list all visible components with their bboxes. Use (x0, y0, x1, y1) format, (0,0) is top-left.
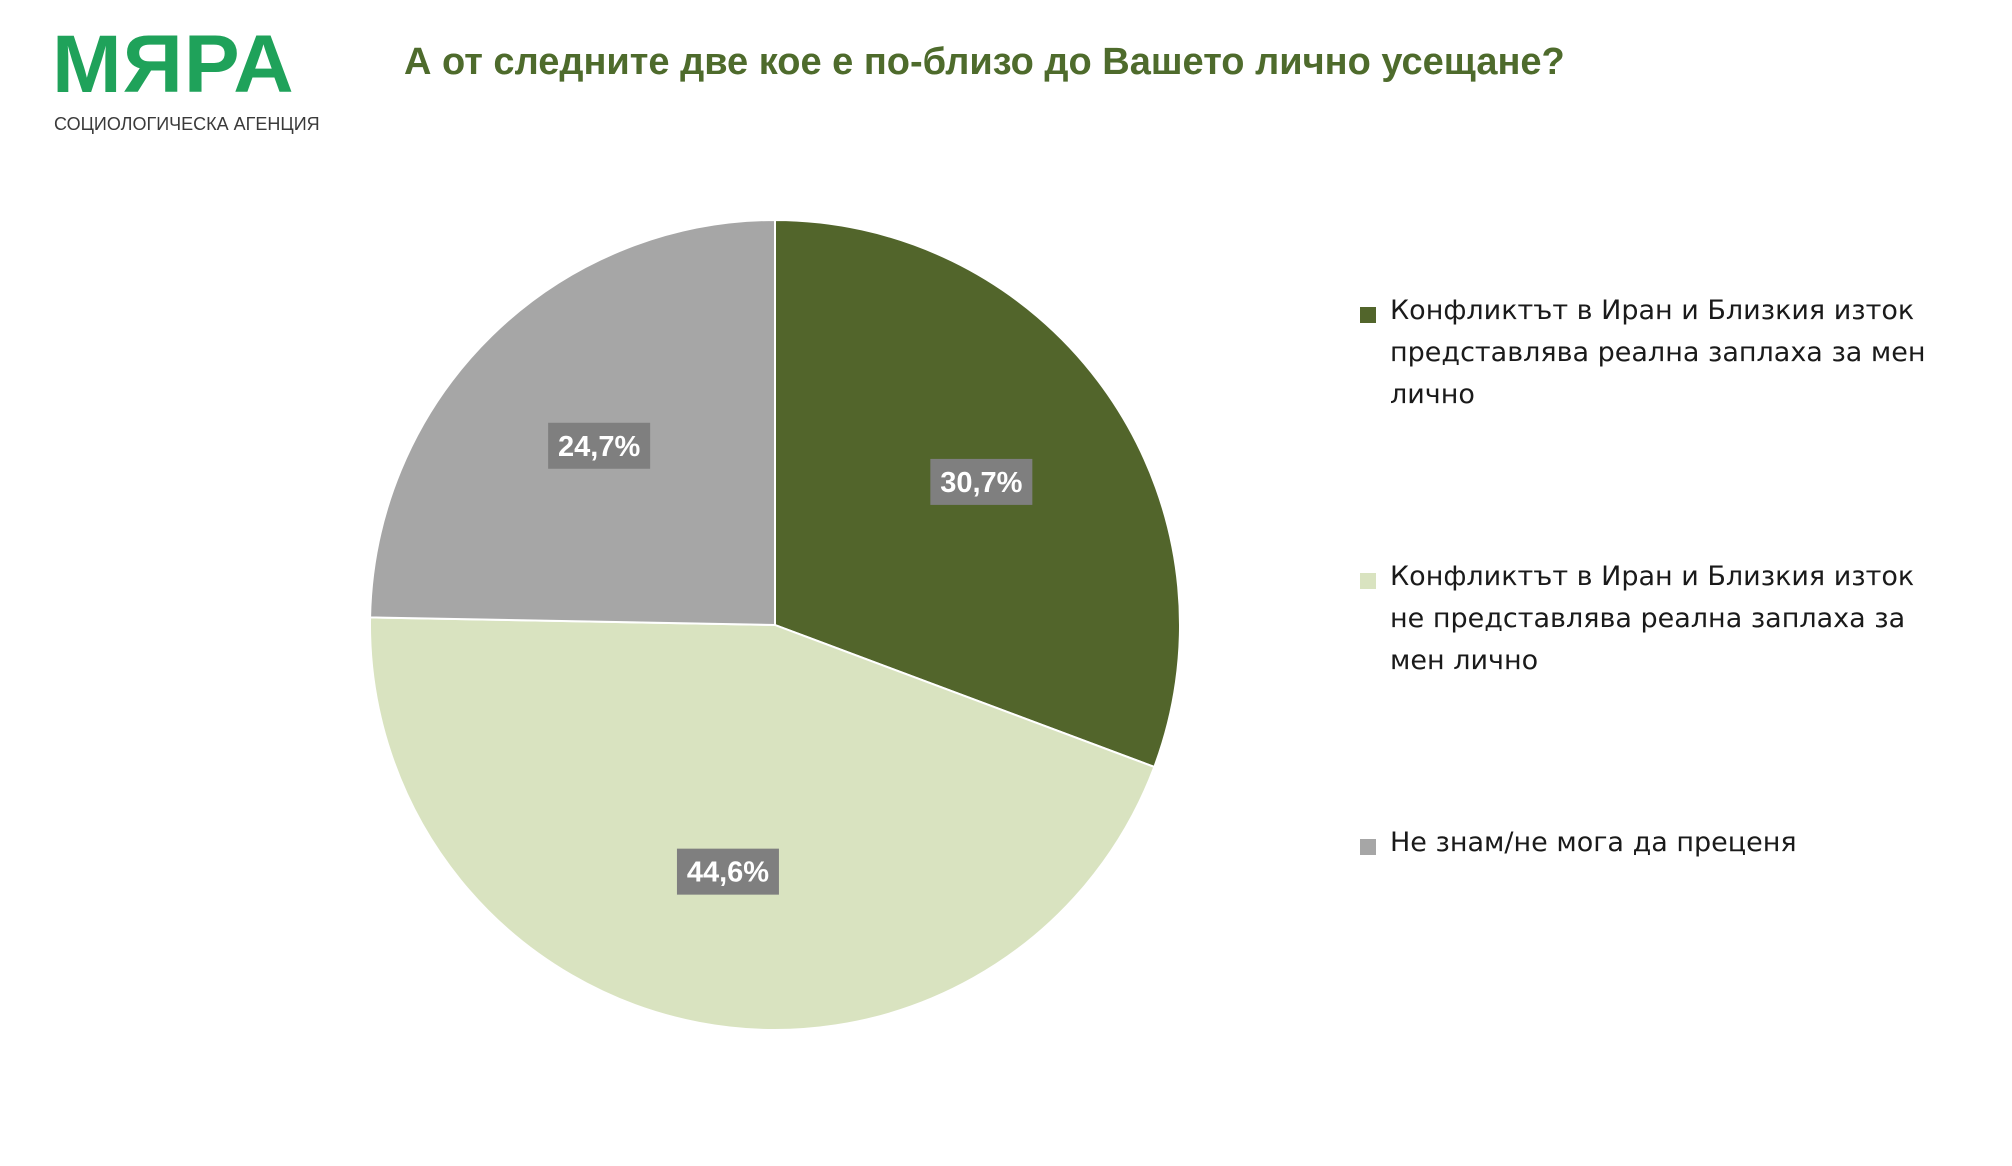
data-label-box (930, 458, 1033, 505)
logo-wordmark: МЯРА (52, 19, 295, 110)
data-label-no-threat: 44,6% (676, 848, 779, 895)
legend-item-dont-know: Не знам/не мога да преценя (1360, 822, 1960, 864)
legend-item-threat: Конфликтът в Иран и Близкия изток предст… (1360, 290, 1960, 416)
data-label-text: 30,7% (940, 467, 1022, 499)
data-label-text: 44,6% (687, 857, 769, 889)
legend-label-no-threat: Конфликтът в Иран и Близкия изток не пре… (1390, 561, 1915, 676)
logo-subtitle: СОЦИОЛОГИЧЕСКА АГЕНЦИЯ (54, 114, 320, 134)
data-label-box (676, 848, 779, 895)
legend-label-threat: Конфликтът в Иран и Близкия изток предст… (1390, 295, 1926, 410)
legend-swatch-no-threat (1360, 573, 1376, 589)
brand-logo: МЯРА СОЦИОЛОГИЧЕСКА АГЕНЦИЯ (52, 19, 322, 135)
data-label-box (548, 422, 651, 469)
data-label-dont-know: 24,7% (548, 422, 651, 469)
legend-label-dont-know: Не знам/не мога да преценя (1390, 827, 1797, 858)
legend-swatch-threat (1360, 307, 1376, 323)
data-label-threat: 30,7% (930, 458, 1033, 505)
data-label-text: 24,7% (558, 431, 640, 463)
pie-data-labels: 30,7% 44,6% 24,7% (548, 422, 1033, 895)
chart-title: А от следните две кое е по-близо до Ваше… (404, 41, 1565, 83)
pie-slices (369, 218, 1181, 1031)
pie-slice-no-threat (369, 616, 1156, 1031)
pie-slice-dont-know (369, 218, 776, 627)
legend-swatch-dont-know (1360, 839, 1376, 855)
legend-item-no-threat: Конфликтът в Иран и Близкия изток не пре… (1360, 556, 1960, 682)
